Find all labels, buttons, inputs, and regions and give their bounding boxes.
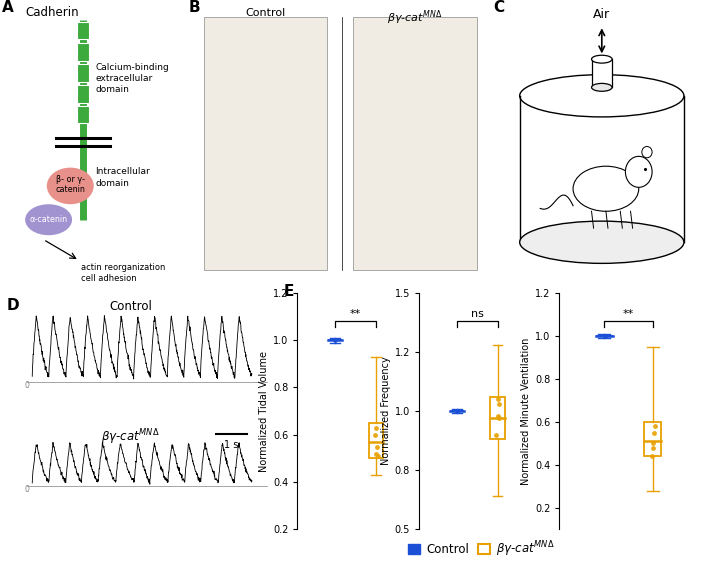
Ellipse shape [592, 55, 612, 63]
Ellipse shape [25, 204, 72, 235]
Point [649, 422, 661, 431]
Y-axis label: Normalized Frequency: Normalized Frequency [381, 357, 391, 465]
Text: β- or γ-
catenin: β- or γ- catenin [55, 175, 85, 194]
Y-axis label: Normalized Minute Ventilation: Normalized Minute Ventilation [521, 337, 531, 485]
Point [491, 430, 502, 439]
Bar [369, 423, 383, 459]
Text: actin reorganization
cell adhesion: actin reorganization cell adhesion [81, 263, 166, 283]
Point [452, 406, 463, 415]
Point [369, 430, 380, 439]
Y-axis label: Normalized Tidal Volume: Normalized Tidal Volume [259, 351, 269, 472]
Ellipse shape [47, 168, 93, 204]
Ellipse shape [573, 166, 639, 211]
Bar [592, 59, 612, 88]
Text: Cadherin: Cadherin [25, 6, 79, 19]
Ellipse shape [592, 84, 612, 91]
Point [372, 451, 383, 460]
Point [492, 395, 503, 404]
Point [370, 449, 382, 458]
Text: E: E [283, 284, 294, 299]
Text: 0: 0 [25, 485, 30, 494]
Text: Intracellular
domain: Intracellular domain [96, 167, 150, 188]
Bar [203, 17, 327, 270]
Ellipse shape [520, 75, 684, 117]
Text: D: D [6, 298, 19, 313]
Point [649, 428, 660, 437]
Ellipse shape [625, 156, 652, 187]
Text: 0: 0 [25, 381, 30, 390]
Point [493, 399, 504, 409]
Text: **: ** [350, 309, 361, 319]
Legend: Control, $\beta\gamma$-$cat^{MN\Delta}$: Control, $\beta\gamma$-$cat^{MN\Delta}$ [404, 534, 559, 564]
Point [371, 442, 382, 451]
Point [599, 331, 610, 340]
Point [493, 414, 505, 423]
Point [647, 443, 658, 452]
Bar [76, 43, 89, 60]
Text: ns: ns [471, 309, 484, 319]
Text: α-catenin: α-catenin [30, 215, 68, 224]
Bar [76, 106, 89, 123]
Text: Control: Control [109, 300, 152, 313]
Text: B: B [189, 0, 200, 15]
Point [648, 439, 659, 448]
Bar [76, 22, 89, 39]
Point [370, 423, 382, 432]
Point [646, 452, 657, 461]
Text: **: ** [623, 309, 634, 319]
Bar [76, 85, 89, 103]
Bar [76, 64, 89, 82]
Text: Control: Control [245, 9, 285, 18]
Bar [644, 422, 661, 456]
Text: C: C [493, 0, 504, 15]
Text: $\beta\gamma$-$cat^{MN\Delta}$: $\beta\gamma$-$cat^{MN\Delta}$ [387, 9, 442, 27]
Ellipse shape [520, 221, 684, 263]
Point [492, 411, 503, 420]
Bar [353, 17, 476, 270]
Text: Air: Air [593, 9, 610, 22]
Bar [491, 397, 505, 439]
Point [330, 336, 341, 345]
Text: A: A [1, 0, 13, 15]
Text: $\beta\gamma$-$cat^{MN\Delta}$: $\beta\gamma$-$cat^{MN\Delta}$ [101, 427, 160, 447]
Text: 1 s: 1 s [224, 440, 239, 450]
Ellipse shape [642, 146, 652, 158]
Text: Calcium-binding
extracellular
domain: Calcium-binding extracellular domain [96, 63, 169, 94]
